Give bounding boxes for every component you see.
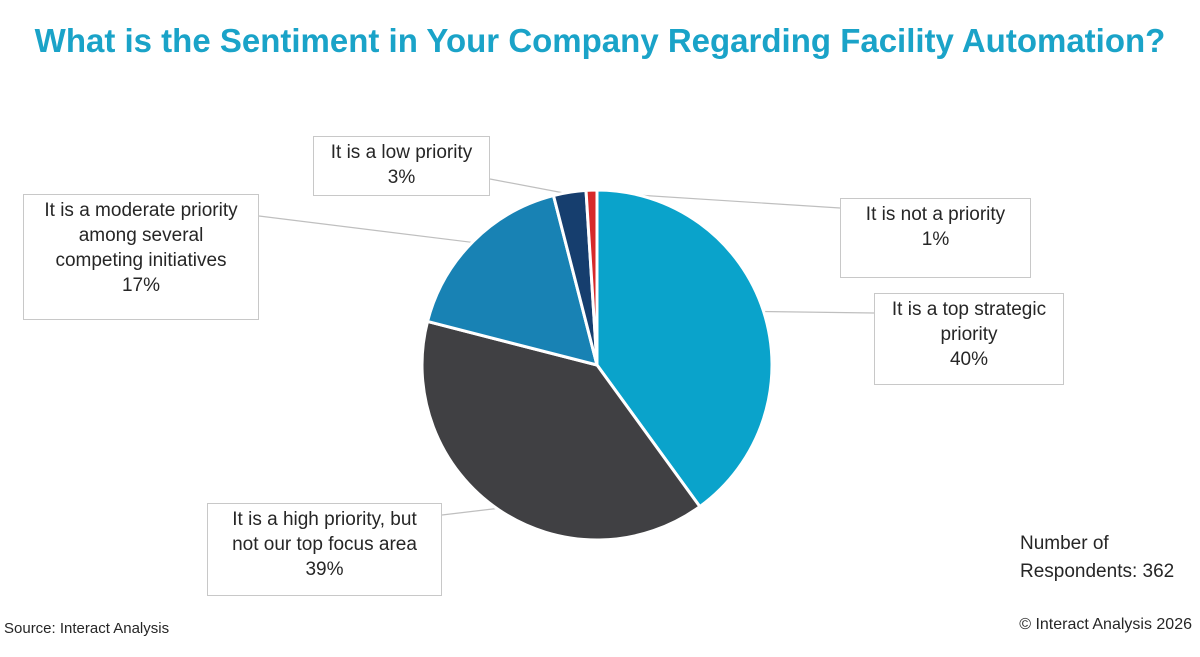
slice-label-text: It is not a priority bbox=[865, 204, 1006, 225]
pie-slice bbox=[584, 188, 599, 367]
leader-line bbox=[761, 310, 875, 314]
leader-line bbox=[258, 215, 475, 244]
slice-label: It is a high priority, but not our top fo… bbox=[207, 503, 442, 596]
slice-label-text: It is a high priority, but bbox=[232, 509, 417, 530]
slice-label: It is a moderate priority among several co… bbox=[23, 194, 259, 320]
pie-slice bbox=[595, 188, 774, 509]
respondents-note: Number of Respondents: 362 bbox=[1020, 530, 1174, 586]
respondents-line1: Number of bbox=[1020, 533, 1109, 554]
slice-label-text: It is a low priority bbox=[330, 142, 473, 163]
slice-value-label: 17% bbox=[121, 275, 161, 296]
chart-title: What is the Sentiment in Your Company Re… bbox=[34, 22, 1166, 59]
slice-label-text: It is a top strategic bbox=[891, 299, 1047, 320]
copyright-note: © Interact Analysis 2026 bbox=[1019, 616, 1192, 633]
slice-value-label: 1% bbox=[921, 229, 950, 250]
leader-line bbox=[441, 507, 500, 516]
slice-value-label: 39% bbox=[305, 559, 344, 580]
slice-label: It is a top strategic priority 40% bbox=[874, 293, 1064, 385]
pie-slice bbox=[426, 194, 599, 367]
leader-line bbox=[489, 178, 571, 195]
source-note: Source: Interact Analysis bbox=[4, 620, 170, 637]
slice-value-label: 3% bbox=[387, 167, 416, 188]
slice-label-text: priority bbox=[940, 324, 998, 345]
slice-label-text: It is a moderate priority bbox=[44, 200, 238, 221]
slice-label-text: not our top focus area bbox=[232, 534, 417, 555]
slice-label-text: among several bbox=[78, 225, 204, 246]
pie-slice bbox=[420, 319, 702, 542]
respondents-line2: Respondents: 362 bbox=[1020, 561, 1175, 582]
slice-label: It is not a priority 1% bbox=[840, 198, 1031, 278]
slice-value-label: 40% bbox=[949, 349, 989, 370]
slice-label-text: competing initiatives bbox=[55, 250, 227, 271]
slice-label: It is a low priority 3% bbox=[313, 136, 490, 196]
